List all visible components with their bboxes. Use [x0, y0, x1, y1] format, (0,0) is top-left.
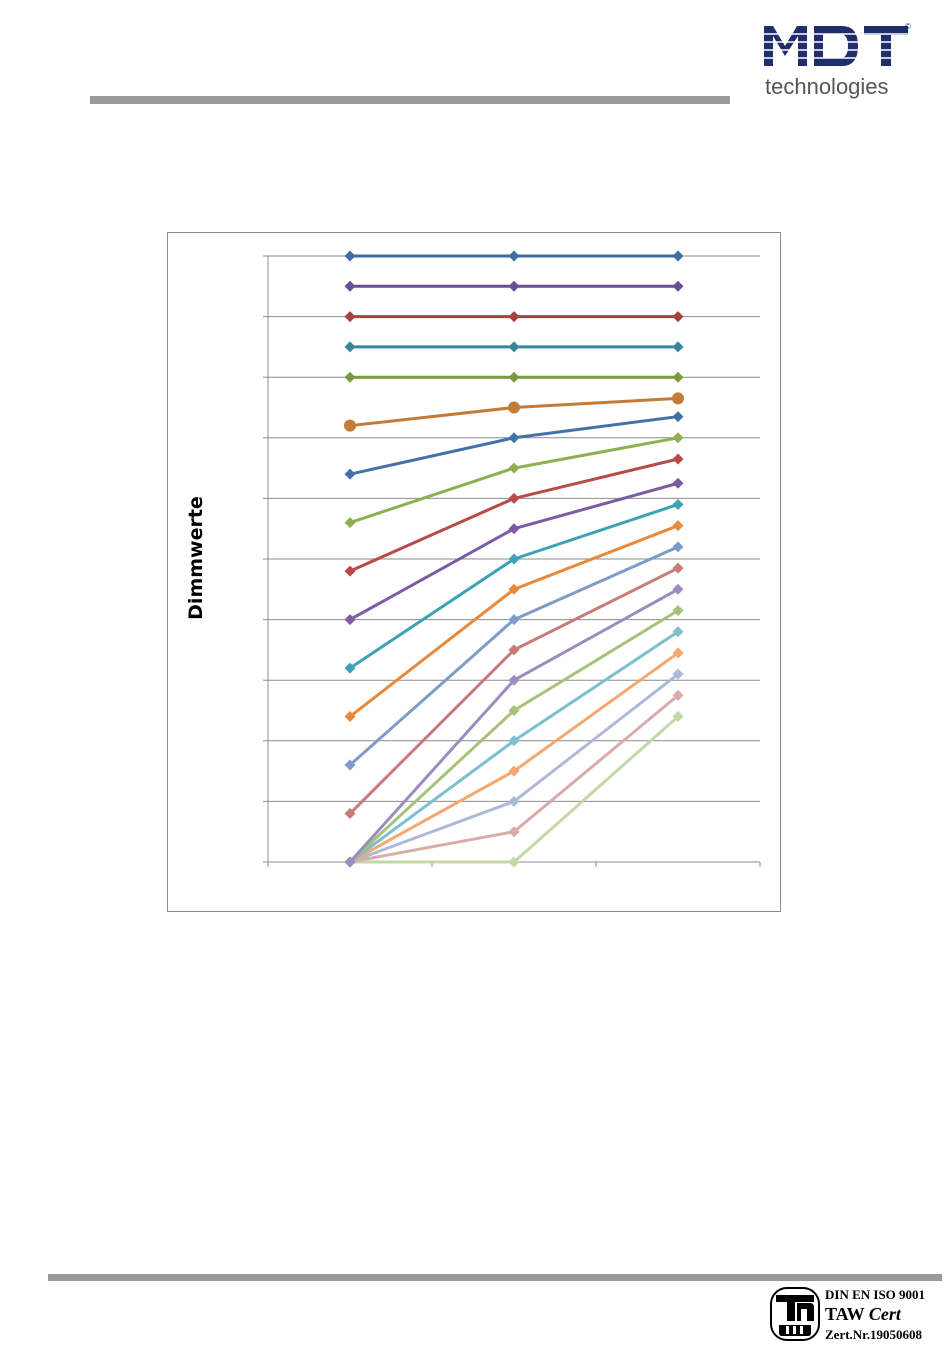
data-point — [508, 583, 520, 595]
data-point — [672, 453, 684, 465]
data-point — [672, 711, 684, 723]
series-4 — [344, 341, 684, 353]
data-point — [672, 280, 684, 292]
data-point — [344, 565, 356, 577]
data-point — [344, 614, 356, 626]
data-point — [672, 668, 684, 680]
data-point — [344, 808, 356, 820]
series-line — [349, 545, 679, 767]
data-point — [344, 371, 356, 383]
certification-block: DIN EN ISO 9001 TAW Cert Zert.Nr.1905060… — [770, 1286, 945, 1346]
data-point — [672, 311, 684, 323]
data-point — [672, 520, 684, 532]
data-point — [508, 765, 520, 777]
series-9 — [344, 453, 684, 577]
y-axis-label: Dimmwerte — [185, 496, 207, 620]
series-7 — [344, 411, 684, 480]
data-point — [672, 562, 684, 574]
data-point — [508, 341, 520, 353]
data-point — [508, 614, 520, 626]
data-point — [508, 432, 520, 444]
data-point — [508, 644, 520, 656]
header-divider — [90, 96, 730, 104]
data-point — [508, 401, 520, 414]
data-point — [344, 341, 356, 353]
series-20 — [344, 689, 684, 868]
cert-issuer-name: TAW — [825, 1304, 865, 1324]
data-point — [508, 371, 520, 383]
data-point — [672, 689, 684, 701]
data-point — [508, 735, 520, 747]
cert-standard: DIN EN ISO 9001 — [825, 1287, 926, 1302]
data-point — [508, 311, 520, 323]
data-point — [672, 411, 684, 423]
series-13 — [344, 541, 684, 771]
series-line — [348, 566, 679, 815]
data-point — [672, 341, 684, 353]
data-point — [508, 250, 520, 262]
data-point — [508, 280, 520, 292]
logo-tagline: technologies — [765, 74, 889, 99]
data-point — [672, 477, 684, 489]
data-point — [508, 674, 520, 686]
data-point — [344, 311, 356, 323]
data-point — [672, 541, 684, 553]
data-point — [672, 626, 684, 638]
footer-divider — [48, 1274, 942, 1281]
series-line — [348, 587, 679, 864]
cert-issuer: TAW Cert — [825, 1304, 901, 1325]
mdt-logo: © technologies — [762, 22, 922, 102]
data-point — [672, 583, 684, 595]
data-point — [344, 517, 356, 529]
series-2 — [344, 280, 684, 292]
data-point — [344, 468, 356, 480]
series-line — [349, 436, 679, 525]
series-14 — [344, 562, 684, 820]
data-point — [508, 492, 520, 504]
cert-issuer-suffix: Cert — [868, 1304, 901, 1324]
series-11 — [344, 498, 684, 674]
series-12 — [344, 520, 684, 723]
data-point — [344, 711, 356, 723]
data-point — [508, 553, 520, 565]
data-point — [508, 523, 520, 535]
data-point — [344, 759, 356, 771]
data-point — [508, 705, 520, 716]
registered-mark: © — [905, 22, 911, 31]
series-6 — [344, 392, 684, 432]
data-point — [344, 280, 356, 292]
taw-seal-icon — [770, 1287, 820, 1341]
data-point — [508, 462, 520, 474]
mdt-logo-icon — [762, 26, 912, 66]
data-point — [508, 856, 520, 868]
data-point — [672, 432, 684, 444]
data-point — [508, 795, 520, 807]
series-5 — [344, 371, 684, 383]
data-point — [508, 826, 520, 838]
cert-number: Zert.Nr.19050608 — [825, 1327, 923, 1342]
data-point — [672, 605, 684, 617]
data-point — [672, 498, 684, 510]
series-lines — [344, 250, 684, 868]
data-point — [344, 662, 356, 674]
series-15 — [344, 583, 684, 868]
data-point — [672, 392, 684, 405]
data-point — [344, 419, 356, 432]
series-10 — [344, 477, 684, 626]
series-3 — [344, 311, 684, 323]
data-point — [672, 250, 684, 262]
data-point — [672, 647, 684, 659]
data-point — [344, 856, 356, 868]
data-point — [344, 250, 356, 262]
series-1 — [344, 250, 684, 262]
series-8 — [344, 432, 684, 529]
chart-area — [167, 232, 781, 912]
data-point — [672, 371, 684, 383]
